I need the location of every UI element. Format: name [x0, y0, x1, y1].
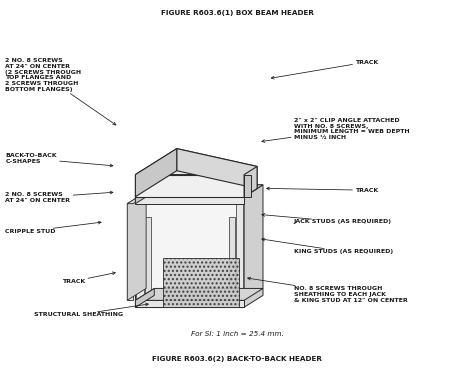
Text: 2 NO. 8 SCREWS
AT 24" ON CENTER
(2 SCREWS THROUGH
TOP FLANGES AND
2 SCREWS THROU: 2 NO. 8 SCREWS AT 24" ON CENTER (2 SCREW…	[5, 58, 116, 125]
Polygon shape	[127, 204, 133, 300]
Polygon shape	[136, 300, 244, 307]
Polygon shape	[137, 197, 144, 307]
Polygon shape	[244, 175, 251, 197]
Text: JACK STUDS (AS REQUIRED): JACK STUDS (AS REQUIRED)	[262, 214, 392, 224]
Polygon shape	[244, 185, 263, 307]
Polygon shape	[136, 171, 257, 197]
Text: CRIPPLE STUD: CRIPPLE STUD	[5, 221, 101, 233]
Text: TRACK: TRACK	[62, 272, 115, 284]
Text: BACK-TO-BACK
C-SHAPES: BACK-TO-BACK C-SHAPES	[5, 153, 113, 167]
Polygon shape	[127, 192, 146, 300]
Polygon shape	[136, 185, 155, 204]
Text: TRACK: TRACK	[267, 187, 378, 193]
Polygon shape	[136, 148, 257, 175]
Polygon shape	[244, 166, 257, 197]
Polygon shape	[136, 197, 244, 307]
Polygon shape	[136, 148, 177, 197]
Text: STRUCTURAL SHEATHING: STRUCTURAL SHEATHING	[34, 303, 148, 317]
Polygon shape	[229, 217, 235, 307]
Polygon shape	[145, 217, 151, 307]
Polygon shape	[236, 197, 243, 307]
Text: For SI: 1 inch = 25.4 mm.: For SI: 1 inch = 25.4 mm.	[191, 331, 283, 337]
Polygon shape	[136, 185, 263, 197]
Text: 2" x 2" CLIP ANGLE ATTACHED
WITH NO. 8 SCREWS,
MINIMUM LENGTH = WEB DEPTH
MINUS : 2" x 2" CLIP ANGLE ATTACHED WITH NO. 8 S…	[262, 118, 410, 142]
Text: TRACK: TRACK	[271, 60, 378, 79]
Polygon shape	[136, 175, 244, 197]
Polygon shape	[127, 192, 152, 204]
Polygon shape	[136, 288, 155, 307]
Text: FIGURE R603.6(2) BACK-TO-BACK HEADER: FIGURE R603.6(2) BACK-TO-BACK HEADER	[152, 356, 322, 362]
Text: 2 NO. 8 SCREWS
AT 24" ON CENTER: 2 NO. 8 SCREWS AT 24" ON CENTER	[5, 191, 113, 203]
Polygon shape	[136, 197, 244, 204]
Text: NO. 8 SCREWS THROUGH
SHEATHING TO EACH JACK
& KING STUD AT 12" ON CENTER: NO. 8 SCREWS THROUGH SHEATHING TO EACH J…	[248, 277, 408, 303]
Text: KING STUDS (AS REQUIRED): KING STUDS (AS REQUIRED)	[262, 238, 393, 254]
Polygon shape	[163, 257, 238, 307]
Polygon shape	[136, 288, 263, 300]
Text: FIGURE R603.6(1) BOX BEAM HEADER: FIGURE R603.6(1) BOX BEAM HEADER	[161, 10, 313, 16]
Polygon shape	[177, 148, 257, 188]
Polygon shape	[136, 185, 263, 197]
